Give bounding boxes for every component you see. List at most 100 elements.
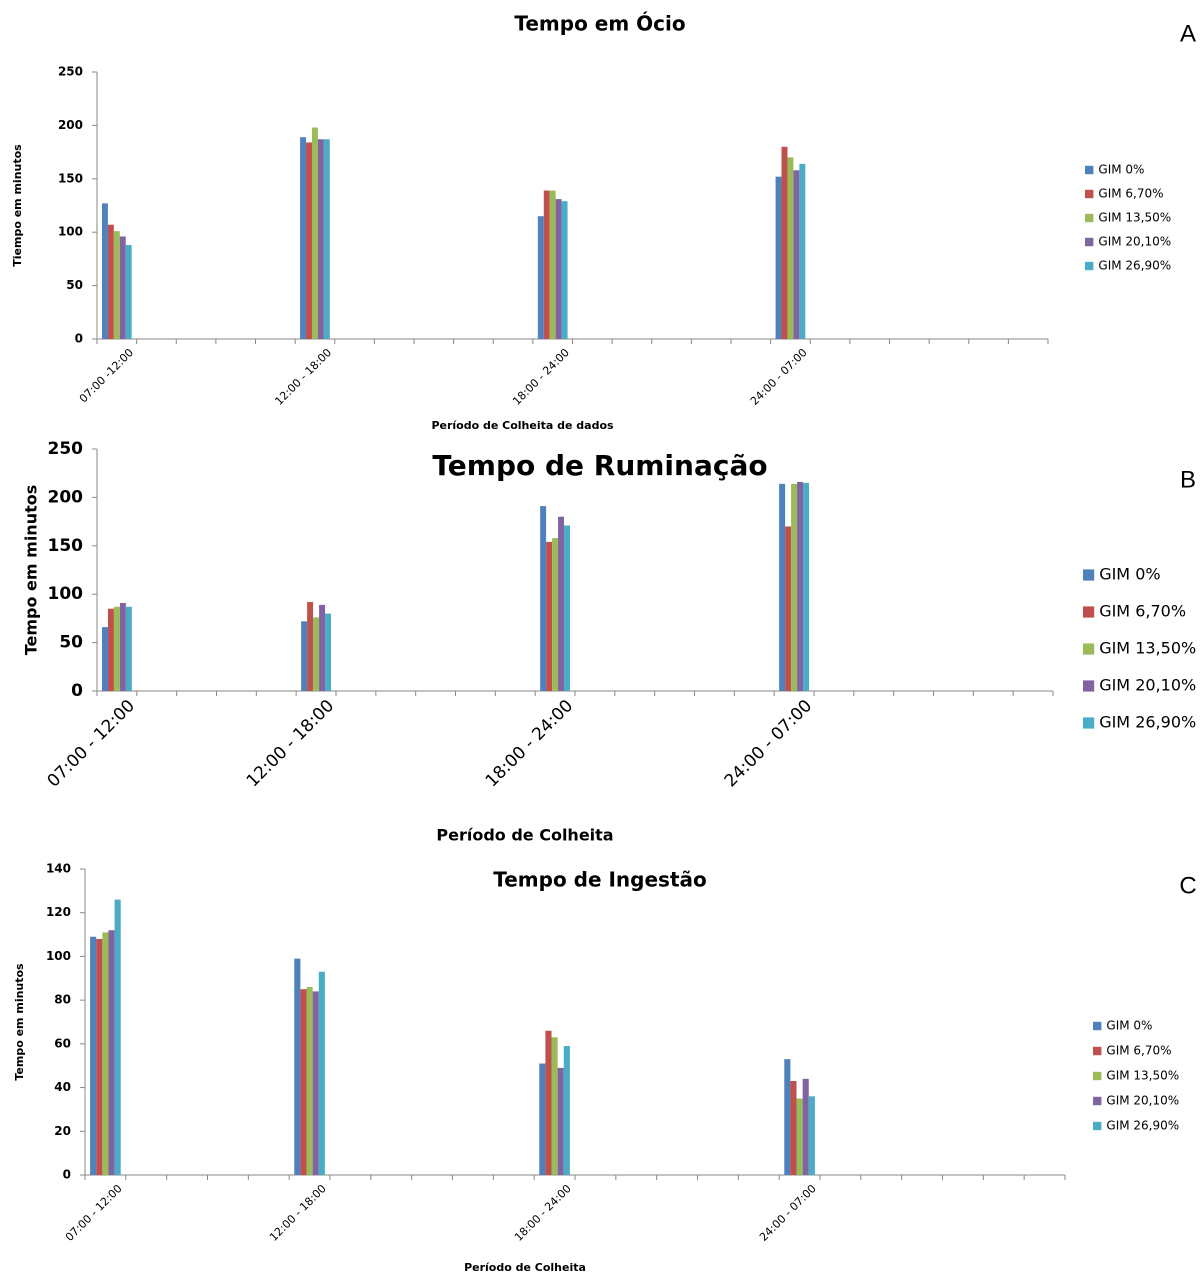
- bar: [779, 483, 786, 691]
- bar: [557, 1067, 564, 1175]
- bar: [787, 157, 794, 339]
- bar: [775, 176, 782, 339]
- bar: [102, 932, 109, 1175]
- y-tick-label: 150: [48, 536, 84, 556]
- bar: [107, 608, 114, 691]
- bar: [101, 627, 108, 691]
- bar: [319, 604, 326, 691]
- chart-title: Tempo de Ingestão: [493, 868, 707, 892]
- legend-label: GIM 0%: [1099, 565, 1160, 584]
- legend-swatch: [1093, 1046, 1102, 1056]
- x-axis-title: Período de Colheita: [436, 826, 613, 845]
- bar: [119, 602, 126, 691]
- legend-swatch: [1085, 213, 1094, 223]
- legend-swatch: [1085, 261, 1094, 271]
- y-tick-label: 140: [46, 862, 71, 876]
- bar: [323, 139, 330, 339]
- bar: [101, 203, 108, 339]
- bar: [558, 516, 565, 691]
- y-axis-title: Tempo em minutos: [13, 963, 26, 1081]
- x-axis-title: Período de Colheita de dados: [431, 419, 614, 432]
- x-tick-label: 24:00 - 07:00: [757, 1182, 819, 1244]
- bar: [306, 987, 313, 1175]
- x-tick-label: 18:00 - 24:00: [512, 1182, 574, 1244]
- y-tick-label: 0: [75, 332, 83, 346]
- y-tick-label: 120: [46, 905, 71, 919]
- bar: [113, 231, 120, 339]
- legend-label: GIM 13,50%: [1098, 211, 1171, 225]
- bar: [561, 201, 568, 339]
- y-tick-label: 250: [48, 439, 84, 459]
- bar: [808, 1096, 815, 1175]
- y-tick-label: 250: [58, 65, 83, 79]
- legend-label: GIM 6,70%: [1098, 187, 1163, 201]
- y-tick-label: 20: [54, 1124, 71, 1138]
- bar: [113, 606, 120, 691]
- x-tick-label: 07:00 - 12:00: [63, 1182, 125, 1244]
- y-tick-label: 100: [48, 584, 84, 604]
- bar: [564, 525, 571, 691]
- x-tick-label: 24:00 - 07:00: [748, 346, 810, 408]
- y-tick-label: 200: [48, 487, 84, 507]
- panel-label: C: [1179, 872, 1196, 899]
- legend-label: GIM 0%: [1098, 163, 1144, 177]
- chart-title: Tempo em Ócio: [514, 12, 685, 36]
- legend-label: GIM 20,10%: [1106, 1094, 1179, 1108]
- bar: [537, 216, 544, 339]
- bar: [125, 606, 132, 691]
- bar: [803, 482, 810, 691]
- legend-label: GIM 6,70%: [1106, 1044, 1171, 1058]
- bar: [797, 481, 804, 691]
- y-tick-label: 50: [66, 278, 83, 292]
- bar: [549, 190, 556, 339]
- legend-label: GIM 13,50%: [1106, 1069, 1179, 1083]
- x-tick-label: 07:00 -12:00: [77, 346, 136, 405]
- bar: [300, 989, 307, 1175]
- bar: [313, 617, 320, 691]
- legend-swatch: [1093, 1096, 1102, 1106]
- y-tick-label: 80: [54, 993, 71, 1007]
- legend-label: GIM 20,10%: [1098, 235, 1171, 249]
- legend-swatch: [1085, 189, 1094, 199]
- legend-swatch: [1093, 1071, 1102, 1081]
- chart-title: Tempo de Ruminação: [432, 449, 767, 482]
- bar: [317, 139, 324, 339]
- y-tick-label: 200: [58, 118, 83, 132]
- legend-label: GIM 20,10%: [1099, 676, 1196, 695]
- bar: [307, 601, 314, 691]
- legend-swatch: [1085, 237, 1094, 247]
- bar: [539, 1063, 546, 1175]
- legend-swatch: [1085, 165, 1094, 175]
- legend-swatch: [1093, 1021, 1102, 1031]
- bar: [119, 236, 126, 339]
- bar: [802, 1078, 809, 1175]
- x-tick-label: 12:00 - 18:00: [272, 346, 334, 408]
- bar: [551, 1037, 558, 1175]
- legend-label: GIM 26,90%: [1106, 1119, 1179, 1133]
- bar: [294, 958, 301, 1175]
- bar: [796, 1098, 803, 1175]
- bar: [90, 936, 97, 1175]
- x-tick-label: 18:00 - 24:00: [482, 696, 577, 791]
- y-tick-label: 100: [58, 225, 83, 239]
- x-tick-label: 18:00 - 24:00: [510, 346, 572, 408]
- x-tick-label: 12:00 - 18:00: [243, 696, 338, 791]
- bar: [545, 1030, 552, 1175]
- bar: [311, 127, 318, 339]
- legend-label: GIM 26,90%: [1098, 259, 1171, 273]
- y-tick-label: 100: [46, 949, 71, 963]
- x-tick-label: 12:00 - 18:00: [267, 1182, 329, 1244]
- bar: [799, 163, 806, 339]
- bar: [125, 245, 132, 339]
- bar: [312, 991, 319, 1175]
- y-tick-label: 50: [59, 633, 83, 653]
- bar: [108, 930, 115, 1175]
- x-tick-label: 07:00 - 12:00: [44, 696, 139, 791]
- x-axis-title: Período de Colheita: [464, 1261, 586, 1274]
- bar: [306, 142, 312, 339]
- y-axis-title: Tempo em minutos: [22, 485, 41, 656]
- y-tick-label: 40: [54, 1080, 71, 1094]
- bar: [543, 190, 550, 339]
- bar: [325, 613, 332, 691]
